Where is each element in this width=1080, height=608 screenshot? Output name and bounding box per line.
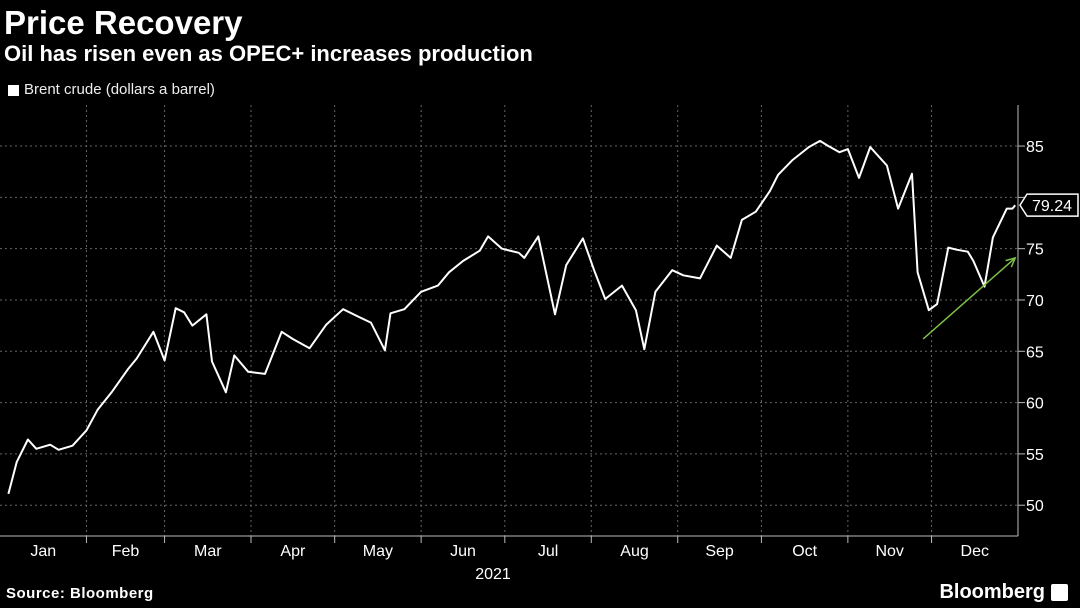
brand-logo: Bloomberg — [939, 581, 1068, 604]
series-line-brent — [7, 139, 1016, 495]
x-tick-label: Sep — [705, 543, 734, 560]
trend-arrow-head — [1005, 256, 1017, 268]
brand-mark-icon — [1051, 584, 1068, 601]
x-tick-label: Apr — [280, 543, 306, 560]
x-tick-label: Dec — [961, 543, 989, 560]
y-tick-label: 55 — [1026, 447, 1044, 464]
chart-legend: Brent crude (dollars a barrel) — [8, 80, 215, 100]
source-note: Source: Bloomberg — [6, 585, 154, 602]
x-tick-label: Oct — [792, 543, 817, 560]
brand-name: Bloomberg — [939, 581, 1045, 603]
x-tick-label: Jul — [538, 543, 558, 560]
x-tick-label: Mar — [194, 543, 222, 560]
y-tick-label: 70 — [1026, 293, 1044, 310]
legend-label: Brent crude (dollars a barrel) — [24, 81, 215, 98]
x-axis-label: 2021 — [475, 566, 511, 583]
y-tick-label: 60 — [1026, 396, 1044, 413]
y-tick-label: 85 — [1026, 139, 1044, 156]
x-tick-label: Feb — [112, 543, 140, 560]
last-value-callout — [1019, 193, 1079, 217]
x-tick-label: Jun — [450, 543, 476, 560]
x-tick-label: May — [363, 543, 393, 560]
chart-subtitle: Oil has risen even as OPEC+ increases pr… — [4, 41, 533, 66]
y-tick-label: 75 — [1026, 242, 1044, 259]
legend-swatch — [8, 84, 19, 96]
trend-arrow-icon — [922, 257, 1016, 340]
y-tick-label: 50 — [1026, 498, 1044, 515]
chart-title: Price Recovery — [4, 4, 243, 41]
y-tick-label: 65 — [1026, 344, 1044, 361]
last-value-label: 79.24 — [1032, 198, 1072, 215]
x-tick-label: Nov — [875, 543, 903, 560]
x-tick-label: Aug — [620, 543, 648, 560]
x-tick-label: Jan — [30, 543, 56, 560]
